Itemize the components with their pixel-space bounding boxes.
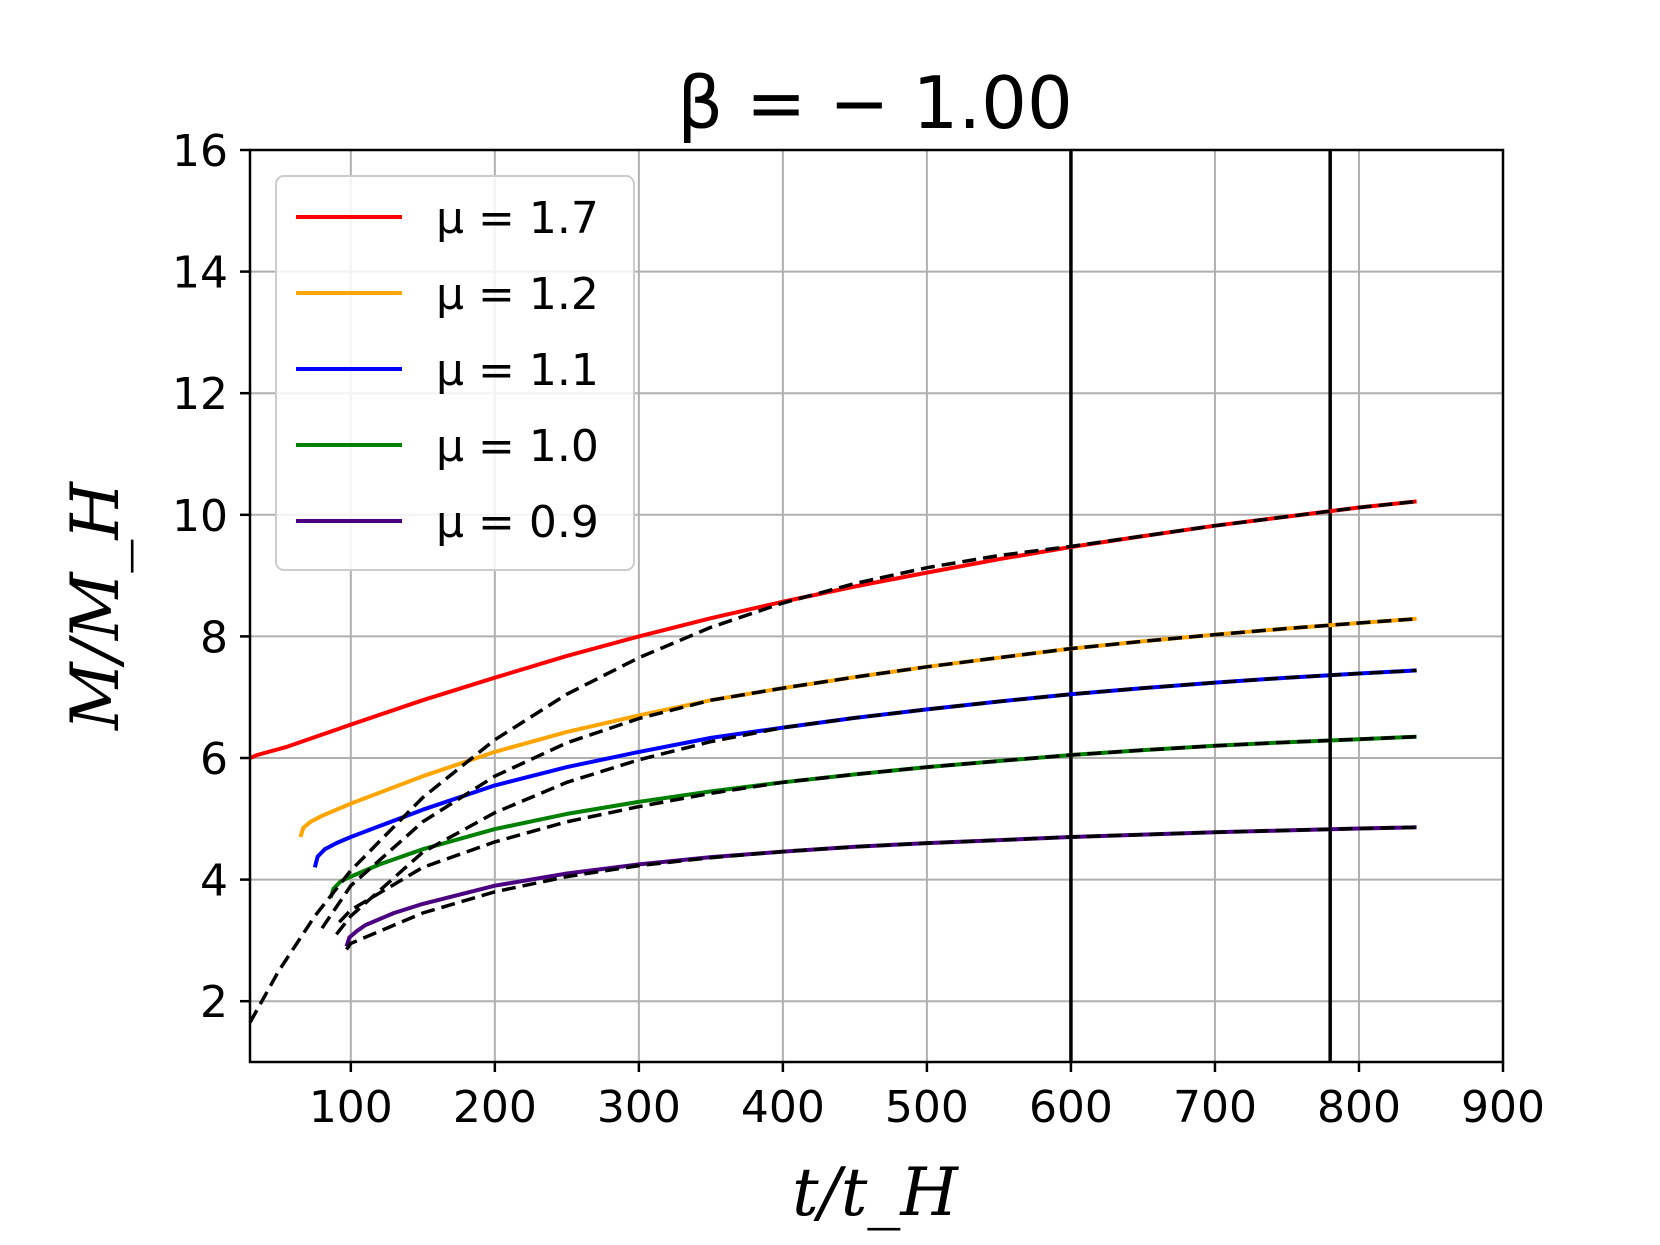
plot-frame [248, 148, 1505, 1064]
y-tick-label: 14 [172, 248, 228, 299]
series-line-1 [298, 616, 1417, 838]
fit-dashed-line-3 [338, 734, 1417, 924]
fit-dashed-line-0 [248, 499, 1417, 1024]
x-tick-label: 700 [1173, 1082, 1257, 1133]
x-axis-label: t/t_H [792, 1154, 959, 1231]
legend-label: μ = 1.7 [436, 193, 599, 244]
vertical-lines [1069, 150, 1332, 1062]
x-tick-label: 800 [1317, 1082, 1401, 1133]
x-ticks: 100 200 300 400 500 600 700 800 900 [309, 1062, 1545, 1133]
x-tick-label: 400 [741, 1082, 825, 1133]
x-tick-label: 600 [1029, 1082, 1113, 1133]
x-tick-label: 500 [885, 1082, 969, 1133]
legend-frame [275, 175, 635, 571]
y-tick-label: 4 [200, 856, 228, 907]
legend-label: μ = 1.0 [436, 421, 599, 472]
y-tick-label: 2 [200, 977, 228, 1028]
y-tick-label: 10 [172, 491, 228, 542]
x-tick-label: 200 [453, 1082, 537, 1133]
y-tick-label: 16 [172, 126, 228, 177]
plot-lines [248, 499, 1417, 1024]
y-tick-label: 6 [200, 734, 228, 785]
legend: μ = 1.7 μ = 1.2 μ = 1.1 μ = 1.0 μ = 0.9 [275, 175, 635, 571]
x-tick-label: 300 [597, 1082, 681, 1133]
x-tick-label: 100 [309, 1082, 393, 1133]
chart-title: β = − 1.00 [677, 61, 1073, 145]
x-tick-label: 900 [1461, 1082, 1545, 1133]
fit-dashed-line-2 [335, 668, 1417, 936]
y-tick-label: 12 [172, 369, 228, 420]
fit-dashed-line-4 [345, 825, 1417, 951]
legend-label: μ = 1.2 [436, 269, 599, 320]
fit-dashed-line-1 [320, 617, 1417, 930]
legend-label: μ = 1.1 [436, 345, 599, 396]
legend-label: μ = 0.9 [436, 497, 599, 548]
y-tick-label: 8 [200, 612, 228, 663]
y-ticks: 2 4 6 8 10 12 14 16 [172, 126, 250, 1028]
y-axis-label: M/M_H [57, 481, 134, 731]
